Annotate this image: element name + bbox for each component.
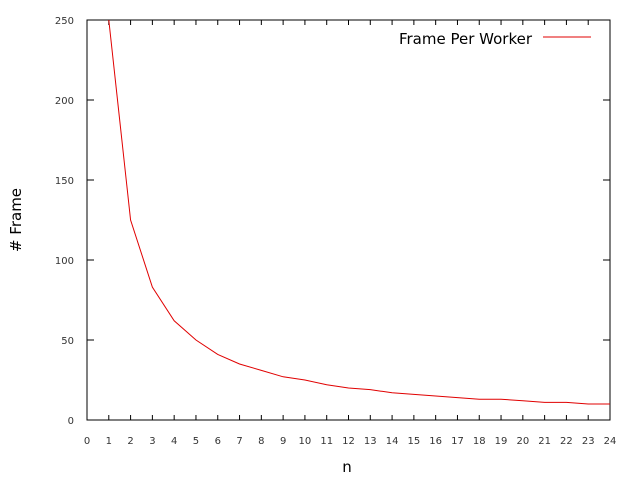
y-tick-label: 0 bbox=[68, 416, 74, 427]
x-axis-ticks: 0 1 2 3 4 5 6 7 8 9 10 11 12 13 14 15 16 17 18 19 20 21 22 23 24 bbox=[84, 20, 617, 447]
x-tick-label: 9 bbox=[280, 436, 286, 447]
x-tick-label: 17 bbox=[451, 436, 464, 447]
x-tick-label: 21 bbox=[538, 436, 551, 447]
x-tick-label: 22 bbox=[560, 436, 573, 447]
y-tick-label: 50 bbox=[61, 336, 74, 347]
x-tick-label: 23 bbox=[582, 436, 595, 447]
x-tick-label: 14 bbox=[386, 436, 399, 447]
plot-frame bbox=[86, 19, 611, 421]
legend-label: Frame Per Worker bbox=[399, 30, 533, 48]
y-tick-label: 100 bbox=[55, 256, 74, 267]
y-axis-ticks: 0 50 100 150 200 250 bbox=[55, 16, 610, 427]
x-tick-label: 2 bbox=[127, 436, 133, 447]
x-tick-label: 16 bbox=[429, 436, 442, 447]
x-tick-label: 24 bbox=[604, 436, 617, 447]
x-tick-label: 7 bbox=[236, 436, 242, 447]
series-layer bbox=[108, 19, 610, 405]
x-tick-label: 0 bbox=[84, 436, 90, 447]
y-tick-label: 200 bbox=[55, 96, 74, 107]
x-tick-label: 1 bbox=[106, 436, 112, 447]
y-tick-label: 250 bbox=[55, 16, 74, 27]
legend: Frame Per Worker bbox=[399, 30, 591, 48]
x-tick-label: 15 bbox=[408, 436, 421, 447]
x-tick-label: 19 bbox=[495, 436, 508, 447]
x-tick-label: 6 bbox=[215, 436, 221, 447]
x-tick-label: 5 bbox=[193, 436, 199, 447]
y-axis-title: # Frame bbox=[7, 188, 25, 252]
x-axis-title: n bbox=[342, 458, 352, 476]
x-tick-label: 13 bbox=[364, 436, 377, 447]
series-line bbox=[108, 19, 610, 405]
x-tick-label: 8 bbox=[258, 436, 264, 447]
y-tick-label: 150 bbox=[55, 176, 74, 187]
x-tick-label: 20 bbox=[516, 436, 529, 447]
x-tick-label: 10 bbox=[299, 436, 312, 447]
x-tick-label: 11 bbox=[320, 436, 333, 447]
x-tick-label: 12 bbox=[342, 436, 355, 447]
x-tick-label: 3 bbox=[149, 436, 155, 447]
x-tick-label: 18 bbox=[473, 436, 486, 447]
x-tick-label: 4 bbox=[171, 436, 177, 447]
